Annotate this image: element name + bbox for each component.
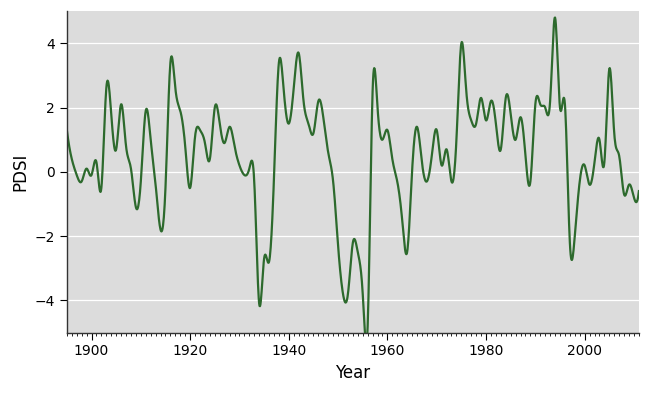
X-axis label: Year: Year <box>335 364 370 382</box>
Y-axis label: PDSI: PDSI <box>11 152 29 191</box>
